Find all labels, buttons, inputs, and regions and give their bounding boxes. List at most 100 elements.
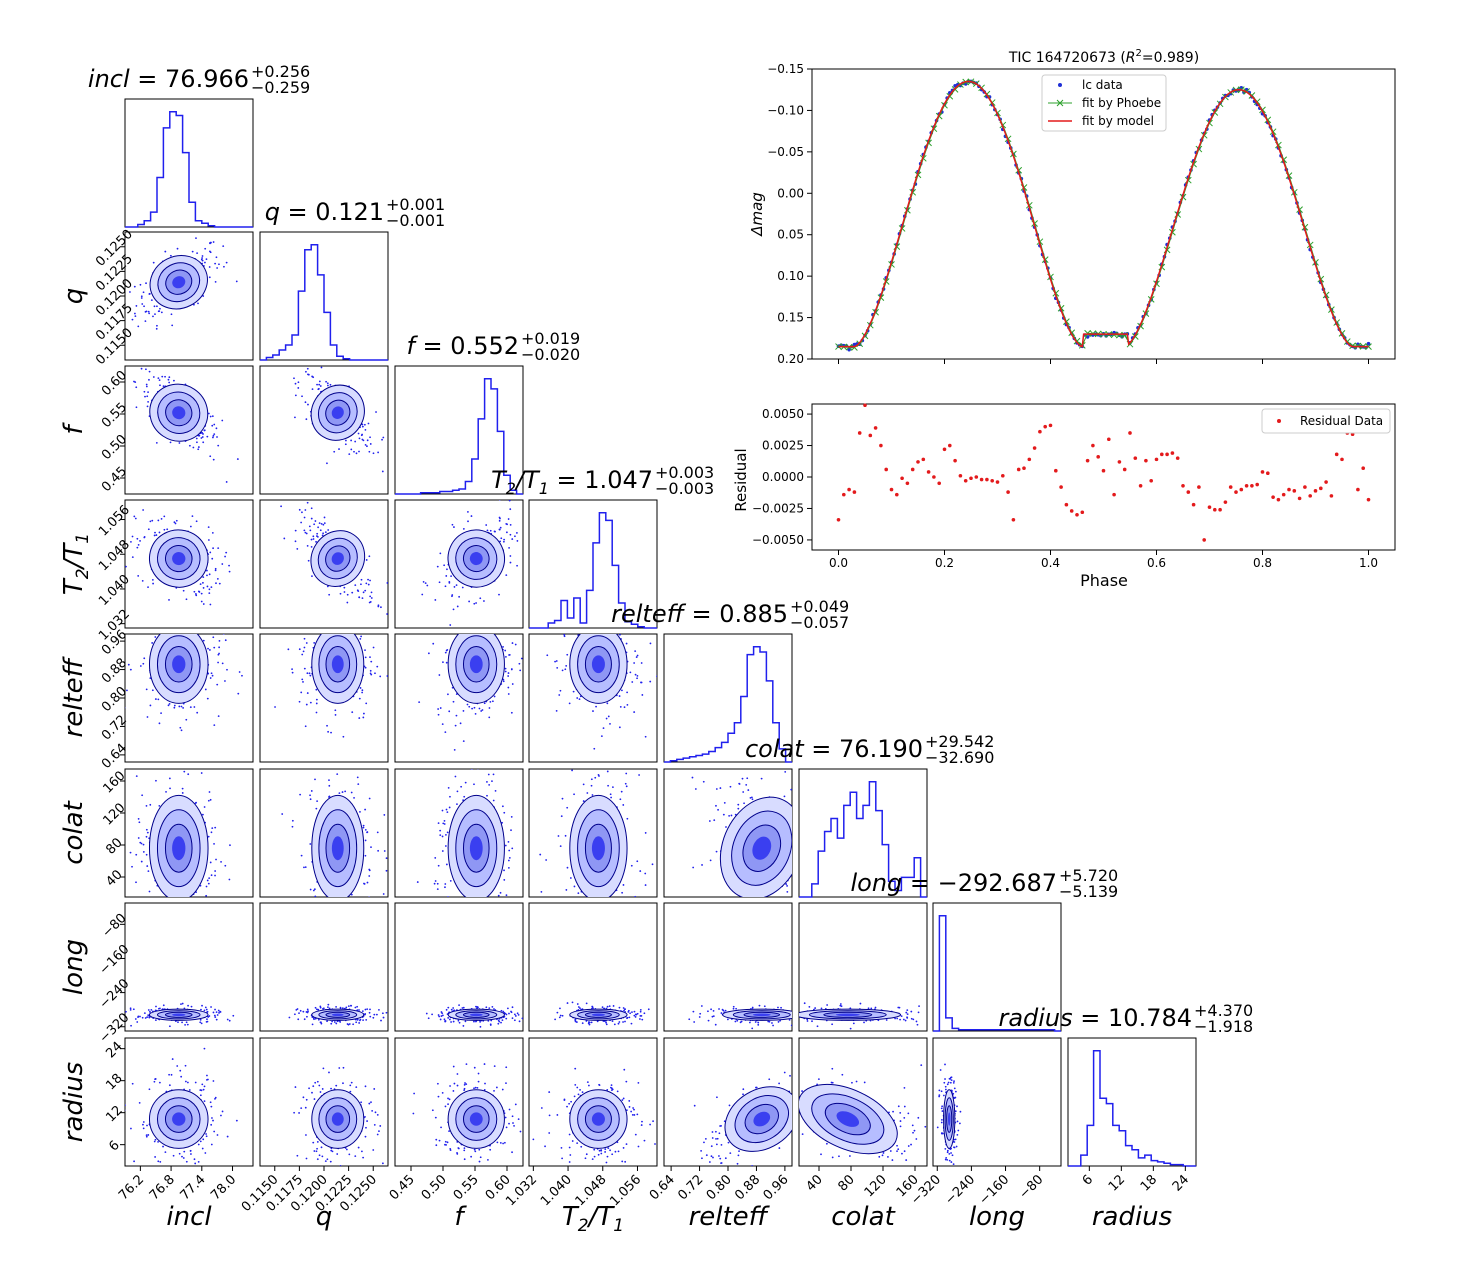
sample-point (366, 1008, 369, 1011)
sample-point (327, 1003, 330, 1006)
sample-point (200, 1022, 203, 1025)
sample-point (150, 1009, 153, 1011)
sample-point (438, 581, 441, 584)
sample-point (418, 701, 421, 704)
sample-point (208, 592, 211, 595)
sample-point (447, 896, 449, 897)
sample-point (224, 555, 226, 558)
sample-point (215, 582, 217, 585)
sample-point (498, 528, 501, 531)
sample-point (788, 1018, 791, 1021)
sample-point (902, 1018, 905, 1021)
sample-point (130, 1024, 132, 1027)
sample-point (354, 584, 357, 587)
contour-level (172, 655, 186, 674)
sample-point (356, 776, 359, 779)
sample-point (463, 795, 466, 798)
sample-point (427, 1017, 430, 1020)
sample-point (514, 643, 517, 646)
hist-frame-f (394, 365, 524, 495)
sample-point (424, 582, 427, 584)
sample-point (449, 795, 451, 798)
sample-point (164, 250, 167, 253)
sample-point (636, 860, 639, 863)
sample-point (152, 376, 155, 378)
sample-point (193, 706, 196, 708)
sample-point (235, 280, 238, 283)
sample-point (506, 900, 508, 902)
sample-point (375, 1013, 378, 1016)
sample-point (214, 262, 217, 265)
sample-point (155, 441, 158, 444)
sample-point (434, 599, 437, 601)
sample-point (160, 311, 163, 314)
sample-point (566, 1002, 569, 1004)
sample-point (445, 649, 448, 652)
sample-point (746, 777, 749, 780)
sample-point (554, 1018, 557, 1021)
contour-level (835, 1013, 860, 1017)
sample-point (131, 556, 134, 559)
sample-point (166, 528, 169, 531)
histogram-T2T1: T2/T1 = 1.047 +0.003−0.003 (491, 463, 714, 629)
param-err-minus-colat: −32.690 (925, 748, 994, 767)
panel-frame (394, 902, 524, 1032)
sample-point (196, 711, 199, 714)
sample-point (732, 1007, 735, 1010)
sample-point (497, 1019, 500, 1022)
sample-point (211, 827, 214, 830)
sample-point (448, 581, 451, 584)
sample-point (437, 822, 440, 825)
sample-point (310, 545, 313, 548)
sample-point (310, 538, 313, 541)
title-eq: = 0.121 (280, 198, 384, 226)
sample-point (524, 635, 526, 637)
sample-point (131, 535, 134, 538)
sample-point (178, 442, 181, 444)
sample-point (334, 709, 337, 712)
sample-point (168, 777, 171, 780)
sample-point (717, 808, 719, 811)
sample-point (462, 710, 465, 712)
sample-point (191, 515, 194, 518)
sample-point (777, 1021, 780, 1023)
sample-point (163, 528, 166, 531)
sample-point (207, 412, 210, 415)
sample-point (796, 1021, 798, 1023)
sample-point (516, 564, 518, 567)
sample-point (500, 1021, 502, 1024)
sample-point (468, 705, 471, 708)
sample-point (151, 689, 154, 692)
sample-point (559, 1014, 562, 1017)
sample-point (216, 1014, 219, 1016)
sample-point (511, 1017, 514, 1020)
sample-point (708, 820, 711, 822)
sample-point (600, 629, 602, 631)
sample-point (555, 710, 558, 712)
sample-point (792, 1011, 794, 1013)
sample-point (566, 806, 569, 809)
sample-point (326, 724, 328, 727)
sample-point (214, 874, 216, 877)
title-var: radius (998, 1004, 1072, 1032)
sample-point (494, 789, 497, 792)
sample-point (750, 796, 753, 799)
sample-point (454, 724, 457, 727)
sample-point (210, 831, 213, 834)
sample-point (350, 893, 353, 896)
sample-point (505, 522, 508, 525)
sample-point (468, 600, 471, 603)
panel-points (554, 1001, 650, 1026)
sample-point (209, 455, 212, 458)
sample-point (345, 439, 347, 442)
sample-point (517, 1013, 520, 1016)
sample-point (314, 895, 317, 897)
sample-point (601, 1006, 604, 1009)
sample-point (452, 1020, 455, 1023)
sample-point (498, 519, 501, 522)
sample-point (500, 537, 503, 540)
sample-point (442, 822, 445, 825)
sample-point (590, 778, 593, 781)
sample-point (180, 729, 183, 732)
sample-point (148, 312, 151, 315)
